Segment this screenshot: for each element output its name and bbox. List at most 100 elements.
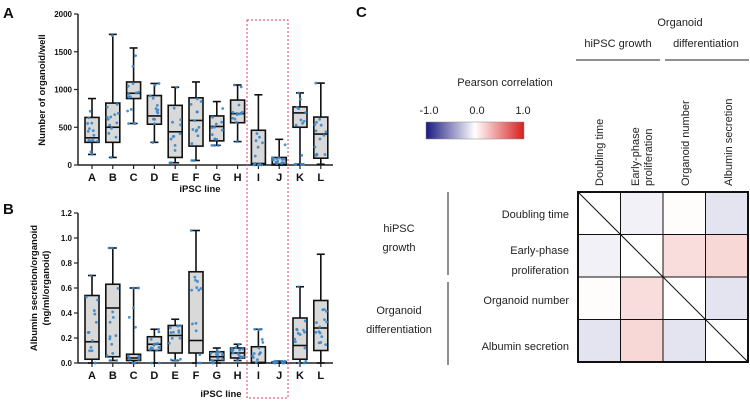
x-tick-label: H [234,172,242,184]
column-group-label-organoid-line2: differentiation [673,38,739,50]
legend-title: Pearson correlation [457,77,552,89]
row-group-label-hipsc-line2: growth [382,242,415,254]
data-point [194,129,198,133]
data-point [301,121,304,125]
data-point [172,134,176,138]
data-point [235,120,239,124]
data-point [127,122,130,125]
data-point [91,339,94,343]
diagonal-line [577,191,749,363]
data-point [209,351,213,355]
data-point [93,312,97,316]
data-point [302,162,305,166]
data-point [215,348,219,352]
data-point [90,349,94,353]
data-point [108,123,112,127]
data-point [283,143,287,147]
x-tick-label: H [234,370,242,382]
data-point [299,162,303,166]
data-point [153,342,157,346]
data-point [318,325,322,329]
data-point [221,107,225,110]
heatmap-cell [620,276,664,320]
data-point [302,361,306,365]
box [125,81,142,100]
data-point [251,355,255,359]
box [188,270,204,354]
data-point [275,360,279,364]
panel-label-c: C [356,4,367,21]
x-tick-label: A [88,172,96,184]
x-tick-label: B [109,172,117,184]
y-tick-label: 0.6 [61,284,73,293]
heatmap-cell [620,191,664,235]
x-tick-label: F [193,172,200,184]
data-point [234,346,238,349]
y-tick-label: 1500 [54,48,72,57]
x-tick-label: C [130,370,138,382]
data-point [220,120,224,124]
data-point [293,340,297,344]
data-point [199,100,203,103]
data-point [235,112,239,115]
data-point [302,328,305,332]
x-tick-label: J [276,370,282,382]
data-point [90,121,94,125]
data-point [175,359,179,362]
data-point [221,353,225,357]
highlight-box [246,19,289,399]
data-point [105,115,109,119]
data-point [133,122,137,125]
y-tick-label: 500 [59,123,73,132]
x-tick-label: G [213,172,222,184]
legend-tick-max: 1.0 [515,105,530,117]
data-point [179,123,182,127]
x-tick-label: I [257,172,260,184]
data-point [323,318,326,322]
data-point [153,83,157,87]
data-point [253,327,257,331]
box [84,294,100,361]
data-point [137,90,140,94]
data-point [261,341,265,344]
data-point [107,246,111,250]
data-point [199,287,203,290]
data-point [275,157,279,161]
data-point [86,129,90,133]
data-point [88,349,91,353]
data-point [192,159,196,162]
data-point [190,142,194,145]
data-point [231,116,235,120]
data-point [110,246,114,250]
data-point [216,357,220,361]
data-point [111,351,115,355]
data-point [116,112,120,115]
heatmap-cell [577,234,621,278]
box-plot-albumin-secretion: 0.0 0.2 0.4 0.6 0.8 1.0 1.2 A B C D E F G H I J K L [61,209,333,382]
data-point [170,336,174,340]
data-point [148,94,152,98]
data-point [131,286,135,290]
data-point [299,118,303,122]
data-point [157,361,161,365]
data-point [283,161,287,165]
heatmap-cell [705,234,749,278]
heatmap-cell [662,234,706,278]
data-point [293,162,297,166]
data-point [91,138,95,142]
data-point [134,54,137,58]
y-tick-label: 0.8 [61,259,73,268]
data-point [322,134,326,137]
data-point [156,342,160,345]
data-point [167,341,171,345]
data-point [172,330,175,334]
x-tick-label: L [317,370,324,382]
data-point [191,128,195,131]
data-point [323,153,327,156]
data-point [274,160,278,164]
data-point [318,137,322,141]
x-tick-label: I [257,370,260,382]
data-point [235,359,239,362]
data-point [148,348,152,351]
data-point [256,358,259,361]
